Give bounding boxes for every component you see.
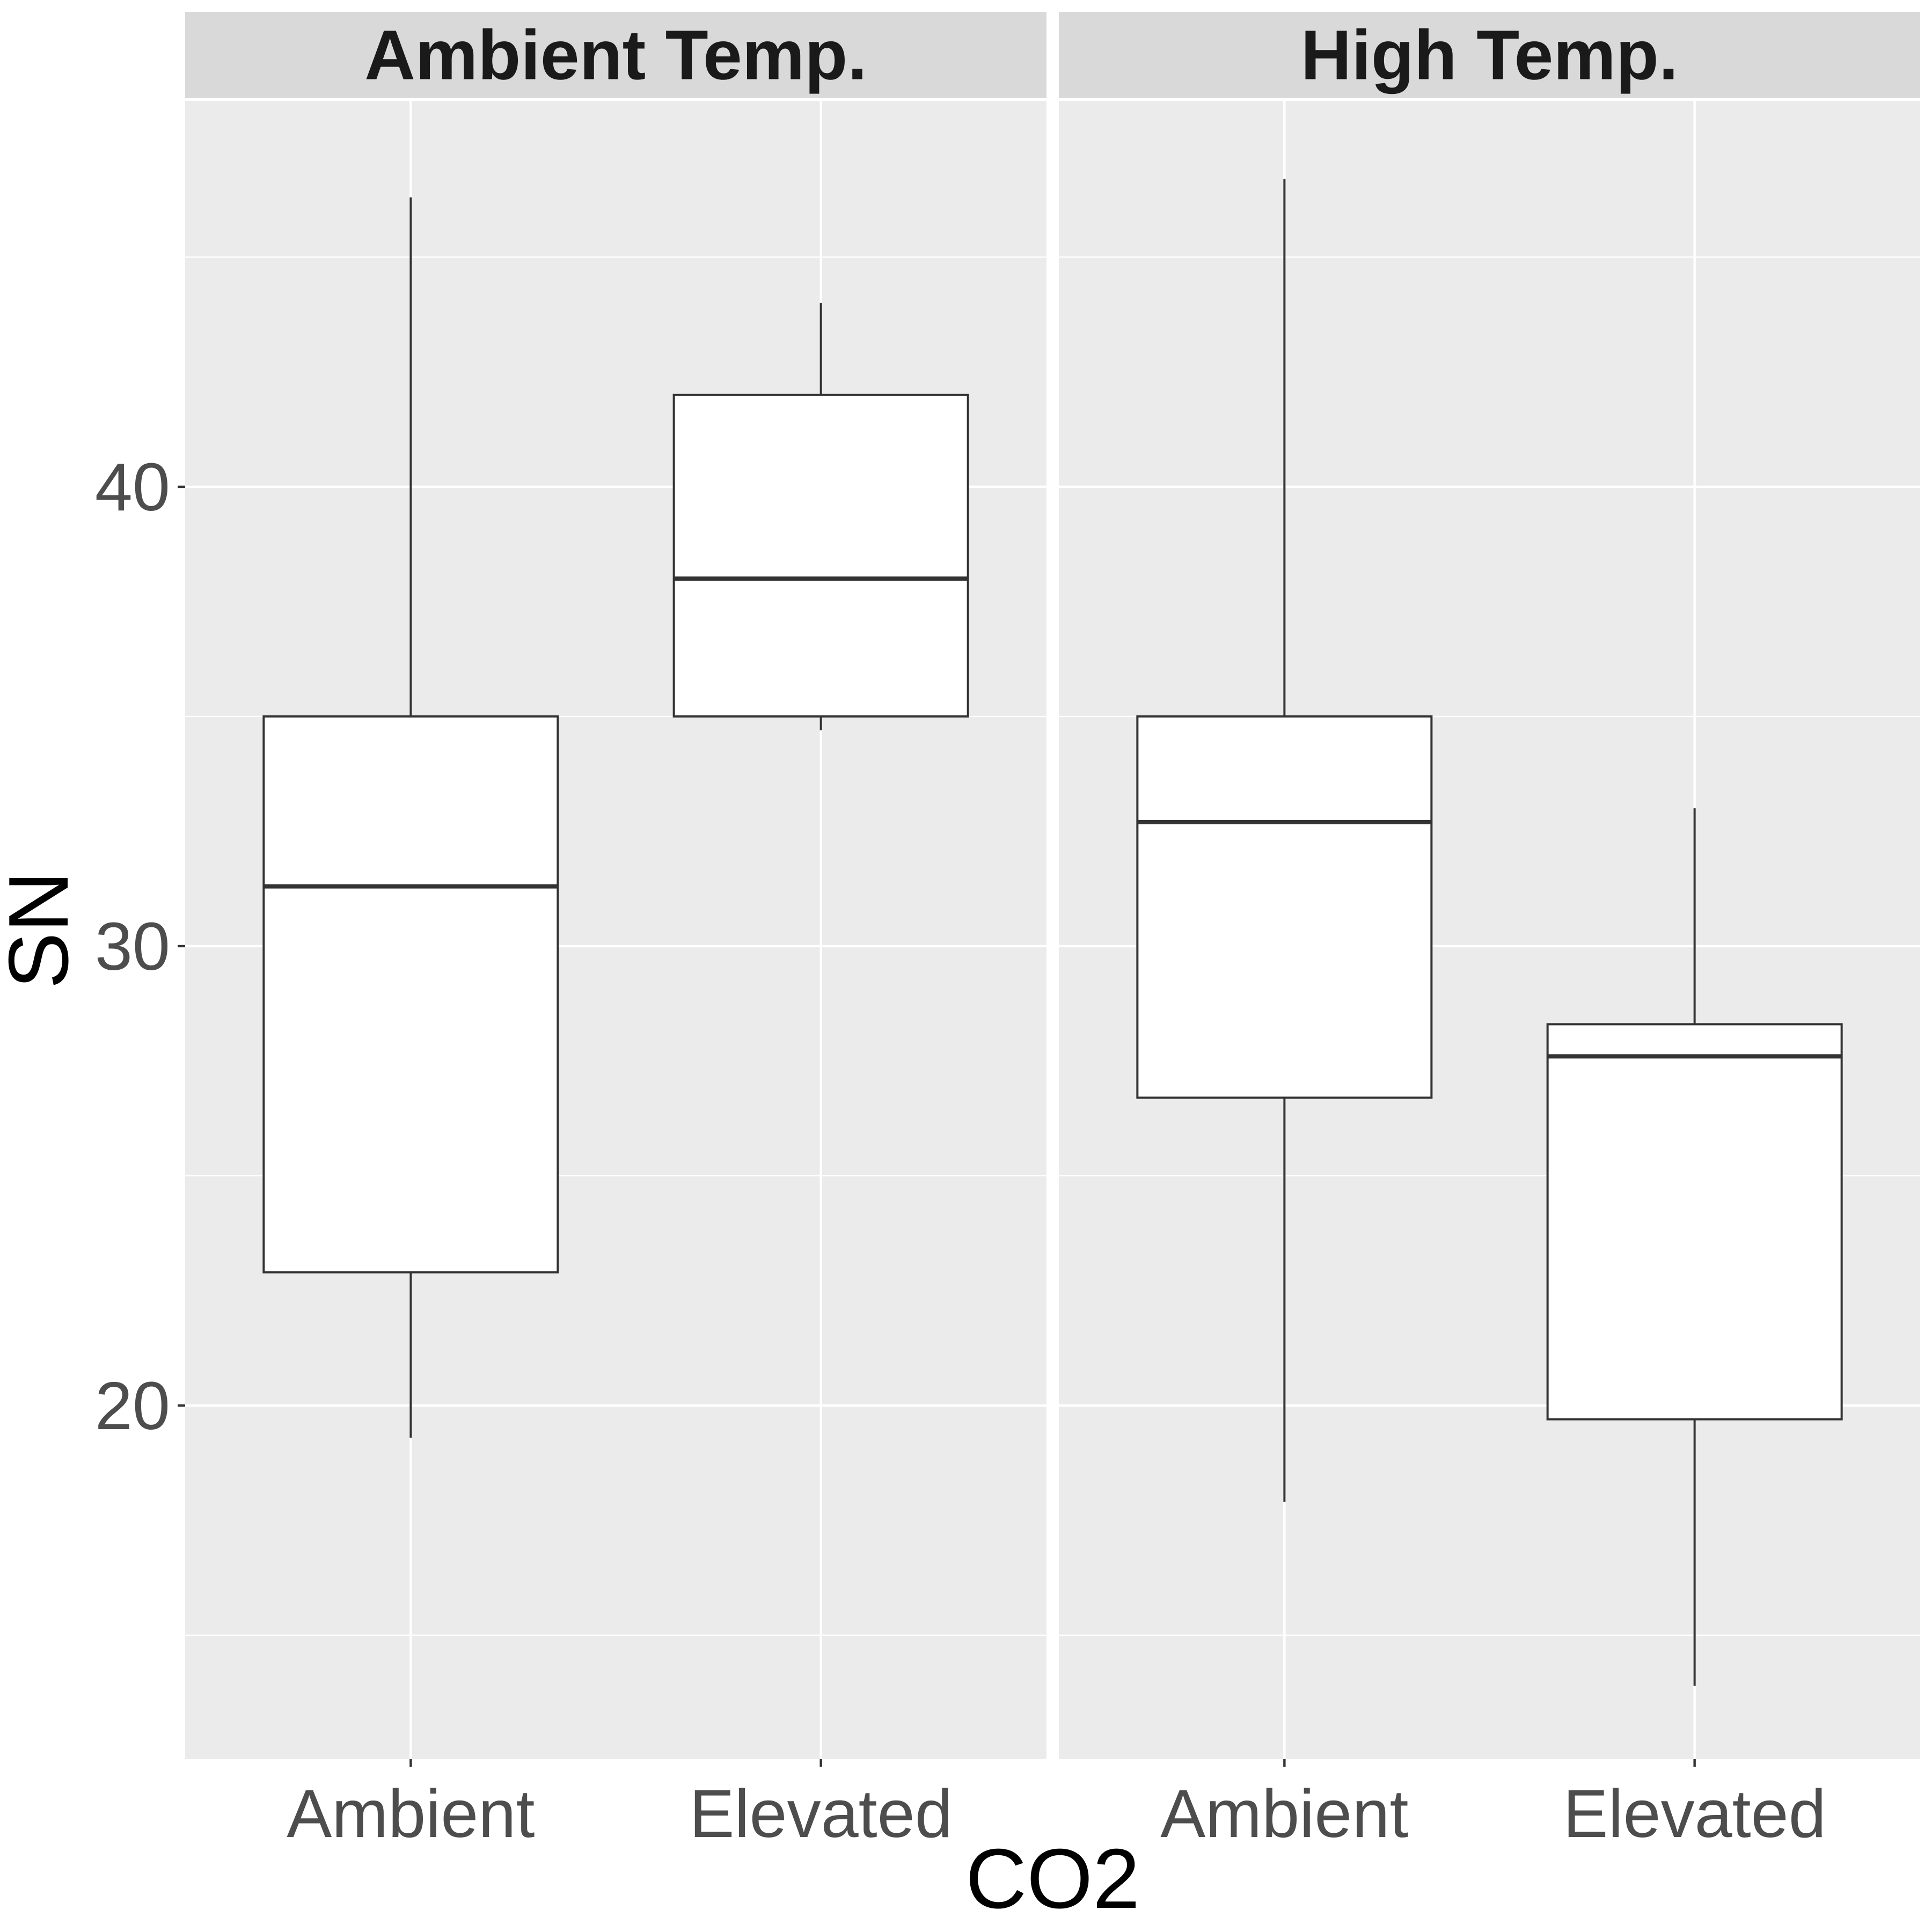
box-ambient <box>1136 179 1433 1502</box>
x-tick-label: Ambient <box>287 1776 535 1851</box>
x-axis-title: CO2 <box>965 1832 1140 1926</box>
y-tick-label: 20 <box>95 1368 170 1444</box>
facet-strip-label: High Temp. <box>1301 16 1679 94</box>
x-tick-label: Elevated <box>1563 1776 1826 1851</box>
box-elevated <box>672 303 969 730</box>
x-tick-label: Elevated <box>689 1776 952 1851</box>
y-axis: 20 30 40 <box>95 449 185 1444</box>
y-tick-label: 40 <box>95 449 170 525</box>
facet-strip <box>185 12 1046 98</box>
facet-panel-1: Ambient Temp. Ambient Elevated <box>185 12 1046 1851</box>
iqr-box <box>672 393 969 718</box>
box-elevated <box>1546 808 1843 1686</box>
iqr-box <box>262 715 559 1274</box>
iqr-box <box>1546 1023 1843 1421</box>
facet-strip-label: Ambient Temp. <box>364 16 867 94</box>
y-tick-label: 30 <box>95 909 170 984</box>
facet-panel-2: High Temp. Ambient Elevated <box>1059 12 1920 1851</box>
box-ambient <box>262 197 559 1438</box>
facet-strip <box>1059 12 1920 98</box>
iqr-box <box>1136 715 1433 1099</box>
x-tick-label: Ambient <box>1160 1776 1408 1851</box>
y-axis-title: SN <box>0 871 86 989</box>
